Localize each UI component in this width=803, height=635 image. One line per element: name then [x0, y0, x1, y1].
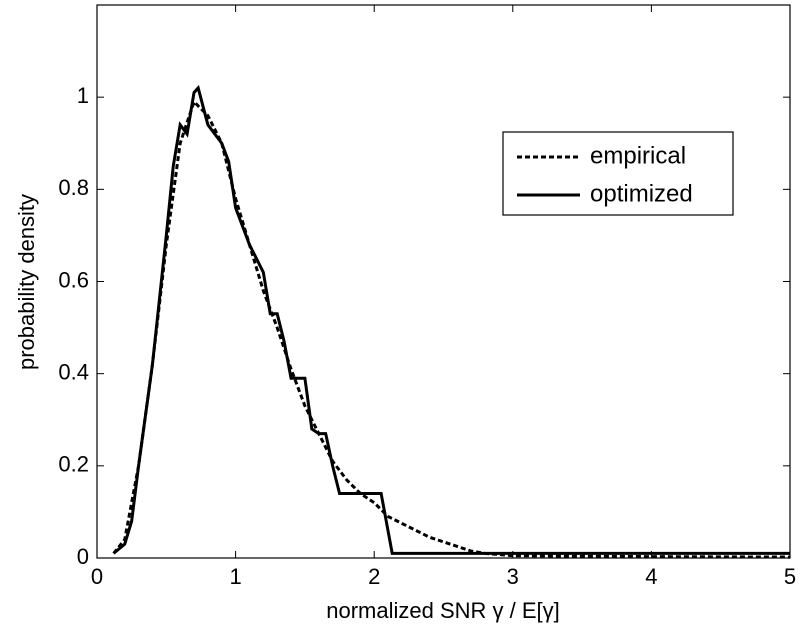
plot-frame — [96, 4, 791, 559]
x-tick-label: 5 — [784, 564, 796, 589]
y-tick-label: 0.4 — [58, 359, 89, 384]
y-tick-label: 0.2 — [58, 452, 89, 477]
x-tick-label: 4 — [645, 564, 657, 589]
legend-label: optimized — [590, 180, 693, 207]
y-tick-label: 0.6 — [58, 267, 89, 292]
x-tick-label: 0 — [91, 564, 103, 589]
x-tick-label: 3 — [507, 564, 519, 589]
legend-label: empirical — [590, 142, 686, 169]
y-axis-label: probability density — [14, 194, 39, 370]
x-axis-label: normalized SNR γ / E[γ] — [326, 598, 560, 623]
x-tick-label: 2 — [368, 564, 380, 589]
legend-box — [502, 131, 734, 216]
x-tick-label: 1 — [229, 564, 241, 589]
y-tick-label: 0.8 — [58, 175, 89, 200]
y-tick-label: 1 — [77, 83, 89, 108]
legend: empirical optimized — [502, 131, 734, 216]
y-tick-label: 0 — [77, 544, 89, 569]
series-line — [112, 84, 790, 555]
